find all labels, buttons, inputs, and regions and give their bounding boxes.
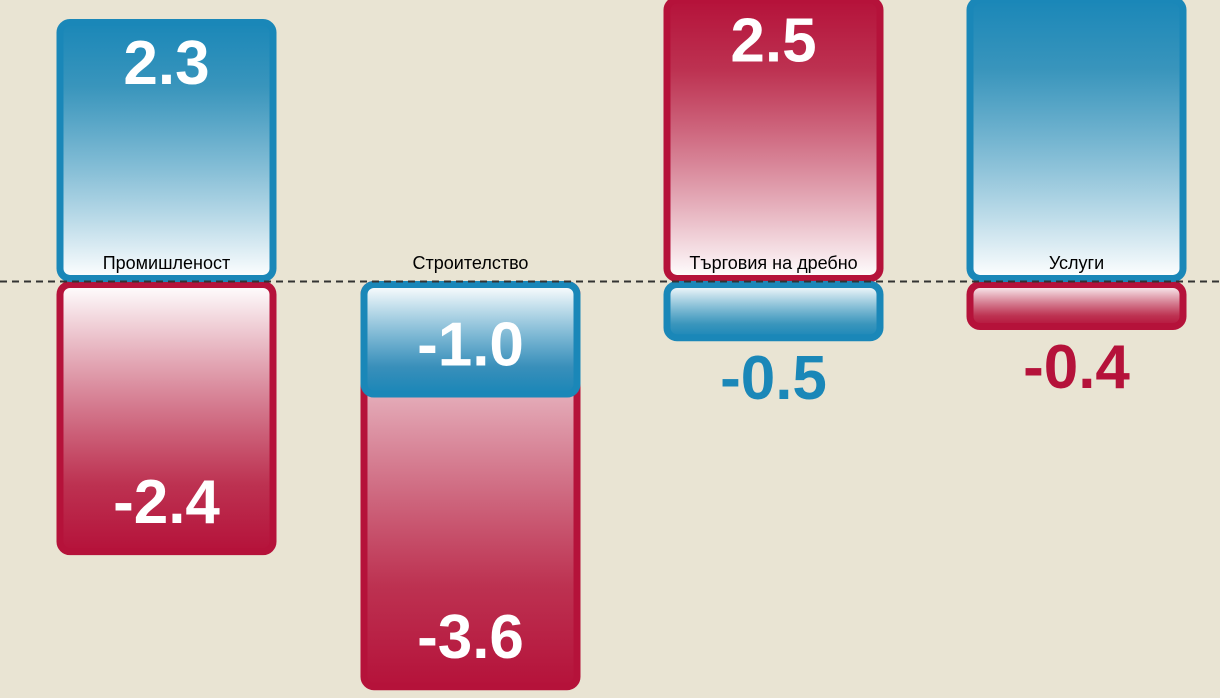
bar — [966, 0, 1187, 282]
value-label: 2.5 — [730, 6, 816, 75]
value-label: -0.4 — [1023, 333, 1130, 402]
value-label: -0.5 — [720, 344, 827, 413]
category-label: Услуги — [1049, 253, 1104, 273]
value-label: -1.0 — [417, 310, 524, 379]
bar — [966, 280, 1187, 330]
value-label: -2.4 — [113, 468, 220, 537]
value-label: 2.3 — [123, 29, 209, 98]
bar — [663, 0, 884, 282]
bar — [360, 280, 581, 398]
value-label: -3.6 — [417, 603, 524, 672]
bar — [56, 19, 277, 282]
bar — [56, 280, 277, 556]
bar — [663, 280, 884, 342]
category-label: Промишленост — [103, 253, 231, 273]
category-label: Строителство — [413, 253, 529, 273]
category-label: Търговия на дребно — [689, 253, 857, 273]
